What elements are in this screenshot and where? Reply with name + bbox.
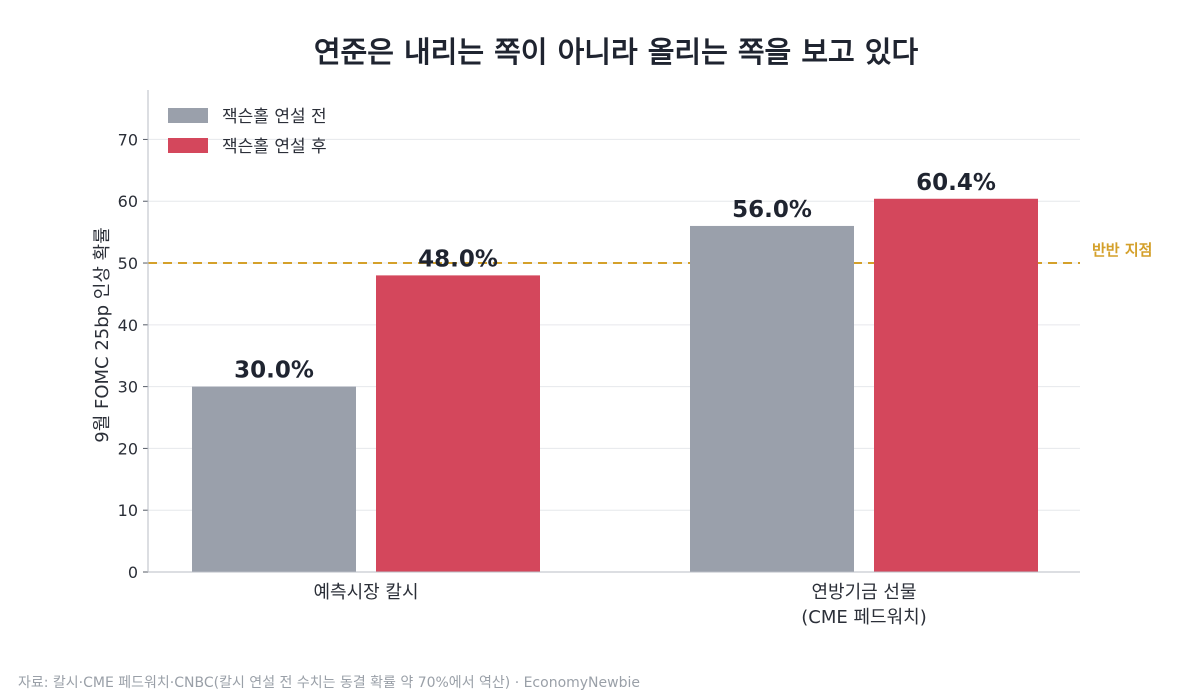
y-tick-label: 0 [128, 563, 138, 582]
bar-value-label: 30.0% [234, 358, 314, 384]
bar [874, 198, 1038, 572]
bar-value-label: 60.4% [916, 170, 996, 196]
bar [376, 275, 540, 572]
y-tick-label: 20 [118, 439, 138, 458]
x-tick-label: 연방기금 선물 [811, 582, 916, 603]
y-tick-label: 10 [118, 501, 138, 520]
legend-swatch [168, 108, 208, 123]
bar [192, 386, 356, 572]
bar-value-label: 48.0% [418, 246, 498, 272]
legend-label: 잭슨홀 연설 후 [222, 137, 327, 157]
x-tick-label: (CME 페드워치) [801, 607, 926, 628]
x-tick-label: 예측시장 칼시 [313, 582, 418, 603]
axes: 0 10 20 30 40 50 60 70 예측시장 칼시 연방기금 선물 (CME 페드워치) [118, 90, 1080, 628]
bar [690, 225, 854, 572]
source-note: 자료: 칼시·CME 페드워치·CNBC(칼시 연설 전 수치는 동결 확률 약… [18, 675, 640, 691]
y-tick-label: 30 [118, 378, 138, 397]
reference-line-label: 반반 지점 [1092, 241, 1152, 259]
y-tick-label: 60 [118, 192, 138, 211]
data-labels: 30.0% 48.0% 56.0% 60.4% [234, 170, 996, 384]
y-axis-label: 9월 FOMC 25bp 인상 확률 [92, 227, 113, 443]
y-tick-label: 40 [118, 316, 138, 335]
chart-title: 연준은 내리는 쪽이 아니라 올리는 쪽을 보고 있다 [314, 35, 919, 69]
reference-line-group: 반반 지점 [148, 241, 1152, 265]
y-tick-label: 50 [118, 254, 138, 273]
bar-value-label: 56.0% [732, 197, 812, 223]
legend-swatch [168, 138, 208, 153]
y-tick-label: 70 [118, 130, 138, 149]
legend-label: 잭슨홀 연설 전 [222, 107, 327, 127]
bars [192, 198, 1038, 572]
